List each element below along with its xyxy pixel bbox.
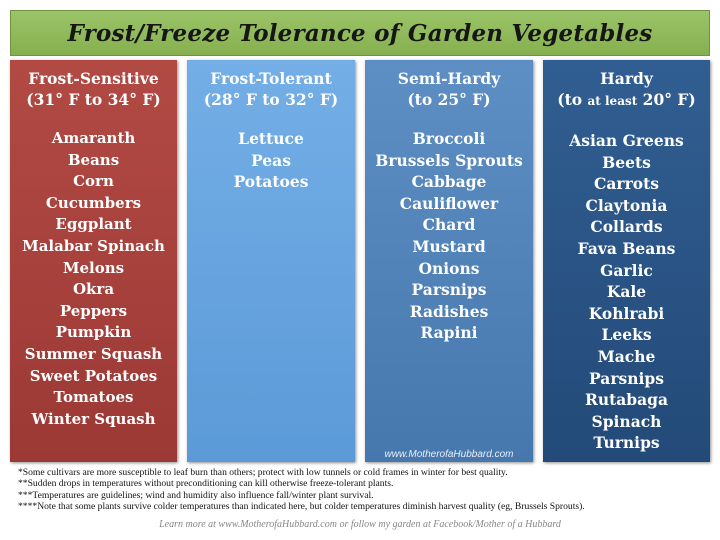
footnote: **Sudden drops in temperatures without p…	[18, 478, 394, 490]
column-temperature-range: (to 25° F)	[407, 90, 491, 109]
vegetable-item: Broccoli	[412, 129, 486, 148]
footnote: *Some cultivars are more susceptible to …	[18, 467, 508, 478]
vegetable-item: Rapini	[420, 323, 478, 343]
vegetable-item: Claytonia	[585, 195, 668, 215]
column-heading-label: Frost-Sensitive	[28, 69, 159, 88]
vegetable-item: Fava Beans	[577, 238, 676, 258]
column-frost-sensitive: Frost-Sensitive (31° F to 34° F) Amarant…	[10, 60, 177, 462]
column-heading: Frost-Tolerant (28° F to 32° F)	[187, 60, 355, 110]
vegetable-item: Okra	[72, 280, 115, 299]
vegetable-item: Cucumbers	[45, 193, 142, 212]
vegetable-list: Amaranth Beans Corn Cucumbers Eggplant Malaba…	[10, 128, 177, 430]
title-bar: Frost/Freeze Tolerance of Garden Vegetab…	[10, 10, 710, 56]
column-heading-label: Hardy	[600, 69, 653, 88]
vegetable-item: Lettuce	[238, 129, 304, 148]
vegetable-item: Asian Greens	[569, 131, 684, 150]
vegetable-item: Peppers	[59, 301, 128, 320]
vegetable-item: Leeks	[601, 325, 652, 345]
vegetable-item: Kohlrabi	[588, 303, 665, 323]
footer-credit: Learn more at www.MotherofaHubbard.com o…	[159, 519, 561, 530]
vegetable-item: Corn	[73, 172, 114, 191]
vegetable-item: Spinach	[591, 411, 662, 431]
column-heading: Semi-Hardy (to 25° F)	[365, 60, 533, 110]
vegetable-item: Summer Squash	[24, 344, 163, 363]
vegetable-item: Kale	[606, 282, 647, 302]
column-frost-tolerant: Frost-Tolerant (28° F to 32° F) Lettuce P…	[187, 60, 355, 462]
vegetable-item: Sweet Potatoes	[29, 366, 158, 385]
vegetable-item: Radishes	[409, 301, 489, 321]
vegetable-item: Parsnips	[589, 368, 664, 388]
vegetable-item: Collards	[590, 217, 663, 237]
vegetable-item: Beets	[602, 152, 651, 172]
vegetable-item: Peas	[251, 150, 291, 170]
range-prefix: (to	[557, 90, 588, 109]
vegetable-item: Chard	[422, 215, 476, 235]
vegetable-item: Potatoes	[233, 172, 309, 192]
vegetable-item: Garlic	[600, 260, 653, 280]
range-qualifier: at least	[587, 94, 638, 108]
footnote: ***Temperatures are guidelines; wind and…	[18, 489, 374, 501]
column-heading: Frost-Sensitive (31° F to 34° F)	[10, 60, 177, 110]
column-hardy: Hardy (to at least 20° F) Asian Greens Be…	[543, 60, 710, 462]
vegetable-item: Brussels Sprouts	[375, 150, 523, 170]
vegetable-list: Broccoli Brussels Sprouts Cabbage Cauliflow…	[365, 128, 533, 344]
column-heading-label: Frost-Tolerant	[210, 69, 332, 88]
page-title: Frost/Freeze Tolerance of Garden Vegetab…	[67, 19, 653, 47]
vegetable-item: Malabar Spinach	[22, 236, 165, 255]
vegetable-item: Winter Squash	[31, 409, 156, 428]
column-temperature-range: (28° F to 32° F)	[203, 90, 339, 109]
vegetable-item: Mustard	[412, 236, 486, 256]
vegetable-item: Pumpkin	[55, 323, 132, 342]
vegetable-item: Amaranth	[51, 129, 136, 147]
range-suffix: 20° F)	[637, 90, 696, 109]
footnotes: *Some cultivars are more susceptible to …	[18, 467, 718, 512]
column-temperature-range: (31° F to 34° F)	[26, 90, 161, 109]
vegetable-item: Turnips	[593, 433, 660, 453]
vegetable-item: Melons	[62, 258, 125, 277]
vegetable-list: Lettuce Peas Potatoes	[187, 128, 355, 193]
vegetable-item: Mache	[597, 346, 656, 366]
vegetable-item: Rutabaga	[584, 390, 669, 410]
column-semi-hardy: Semi-Hardy (to 25° F) Broccoli Brussels S…	[365, 60, 533, 462]
vegetable-item: Cabbage	[411, 172, 487, 192]
vegetable-list: Asian Greens Beets Carrots Claytonia Collard…	[543, 130, 710, 454]
vegetable-item: Onions	[418, 258, 480, 278]
vegetable-item: Parsnips	[411, 280, 487, 300]
column-heading: Hardy (to at least 20° F)	[543, 60, 710, 112]
website-watermark: www.MotherofaHubbard.com	[384, 449, 514, 460]
column-temperature-range: (to at least 20° F)	[543, 89, 710, 112]
footnote: ****Note that some plants survive colder…	[18, 500, 585, 512]
column-heading-label: Semi-Hardy	[397, 69, 501, 88]
vegetable-item: Cauliflower	[399, 193, 499, 213]
vegetable-item: Tomatoes	[53, 388, 134, 407]
vegetable-item: Carrots	[594, 174, 659, 194]
vegetable-item: Eggplant	[55, 215, 132, 234]
vegetable-item: Beans	[67, 150, 120, 169]
